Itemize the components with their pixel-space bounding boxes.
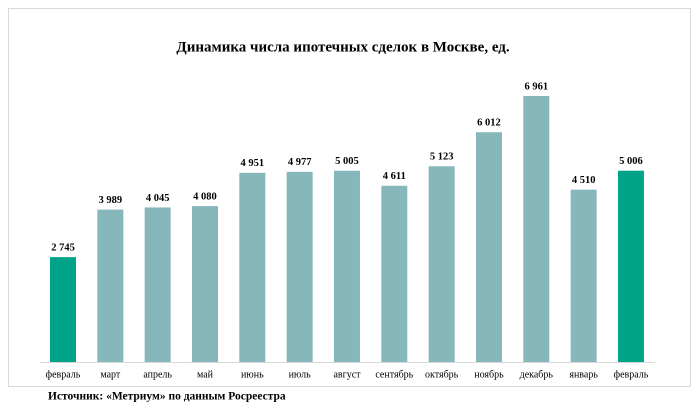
value-label: 4 510 <box>572 175 596 186</box>
value-label: 6 012 <box>477 118 501 129</box>
x-tick-label: май <box>197 369 214 380</box>
bar <box>428 166 455 362</box>
source: Источник: «Метриум» по данным Росреестра <box>48 391 286 403</box>
x-tick-label: апрель <box>143 369 172 380</box>
x-tick-label: февраль <box>614 369 649 380</box>
bar <box>286 171 313 362</box>
value-label: 5 006 <box>619 156 643 167</box>
value-label: 6 961 <box>524 81 548 92</box>
bar <box>239 172 266 362</box>
x-tick-label: ноябрь <box>474 369 504 380</box>
value-label: 4 951 <box>241 158 265 169</box>
bar <box>97 209 124 362</box>
x-tick-label: март <box>100 369 121 380</box>
bar <box>191 206 218 362</box>
x-tick-label: февраль <box>46 369 81 380</box>
x-tick-label: сентябрь <box>375 369 413 380</box>
x-tick-label: август <box>333 369 361 380</box>
bar <box>333 170 360 362</box>
value-label: 5 005 <box>335 156 359 167</box>
x-tick-label: декабрь <box>520 369 554 380</box>
value-label: 4 045 <box>146 193 170 204</box>
x-tick-label: январь <box>569 369 598 380</box>
chart-frame <box>8 8 691 387</box>
value-label: 4 080 <box>193 191 217 202</box>
bar <box>50 257 76 362</box>
value-label: 2 745 <box>51 243 75 254</box>
value-label: 3 989 <box>99 195 123 206</box>
x-tick-label: июль <box>289 369 312 380</box>
chart-title: Динамика числа ипотечных сделок в Москве… <box>176 39 509 55</box>
bar <box>617 170 644 362</box>
bar <box>475 132 502 362</box>
bar <box>144 207 171 362</box>
bar <box>570 189 597 362</box>
value-label: 4 977 <box>288 157 312 168</box>
bar <box>523 96 550 362</box>
x-tick-label: июнь <box>241 369 264 380</box>
x-tick-label: октябрь <box>425 369 459 380</box>
value-label: 4 611 <box>383 171 406 182</box>
value-label: 5 123 <box>430 152 454 163</box>
bar <box>381 185 408 362</box>
